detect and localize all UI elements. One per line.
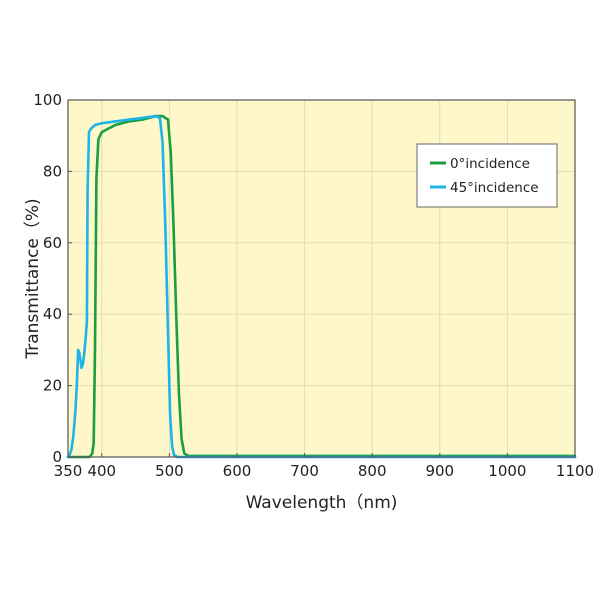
legend-box xyxy=(416,143,558,208)
y-tick-label: 100 xyxy=(33,91,62,109)
x-tick-label: 350 xyxy=(54,462,83,480)
y-axis-ticks: 0 20 40 60 80 100 xyxy=(33,91,72,466)
y-axis-label: Transmittance（%) xyxy=(23,198,43,359)
x-tick-label: 700 xyxy=(290,462,319,480)
series-line-45-incidence xyxy=(66,114,577,459)
y-tick-label: 80 xyxy=(43,162,62,180)
legend-label-45-incidence: 45°incidence xyxy=(450,180,539,196)
x-tick-label: 800 xyxy=(358,462,387,480)
x-tick-label: 500 xyxy=(155,462,184,480)
x-tick-label: 900 xyxy=(425,462,454,480)
plot-frame xyxy=(67,99,576,458)
y-tick-label: 0 xyxy=(52,448,62,466)
x-axis-ticks: 350 400 500 600 700 800 900 1000 1100 xyxy=(54,453,594,480)
series-layer xyxy=(66,114,577,459)
x-axis-label: Wavelength（nm) xyxy=(246,493,398,513)
x-tick-label: 400 xyxy=(87,462,116,480)
legend-label-0-incidence: 0°incidence xyxy=(450,156,530,172)
legend: 0°incidence 45°incidence xyxy=(416,143,558,208)
x-tick-label: 600 xyxy=(223,462,252,480)
y-tick-label: 40 xyxy=(43,305,62,323)
x-tick-label: 1100 xyxy=(556,462,594,480)
y-tick-label: 60 xyxy=(43,234,62,252)
x-tick-label: 1000 xyxy=(488,462,526,480)
y-tick-label: 20 xyxy=(43,377,62,395)
